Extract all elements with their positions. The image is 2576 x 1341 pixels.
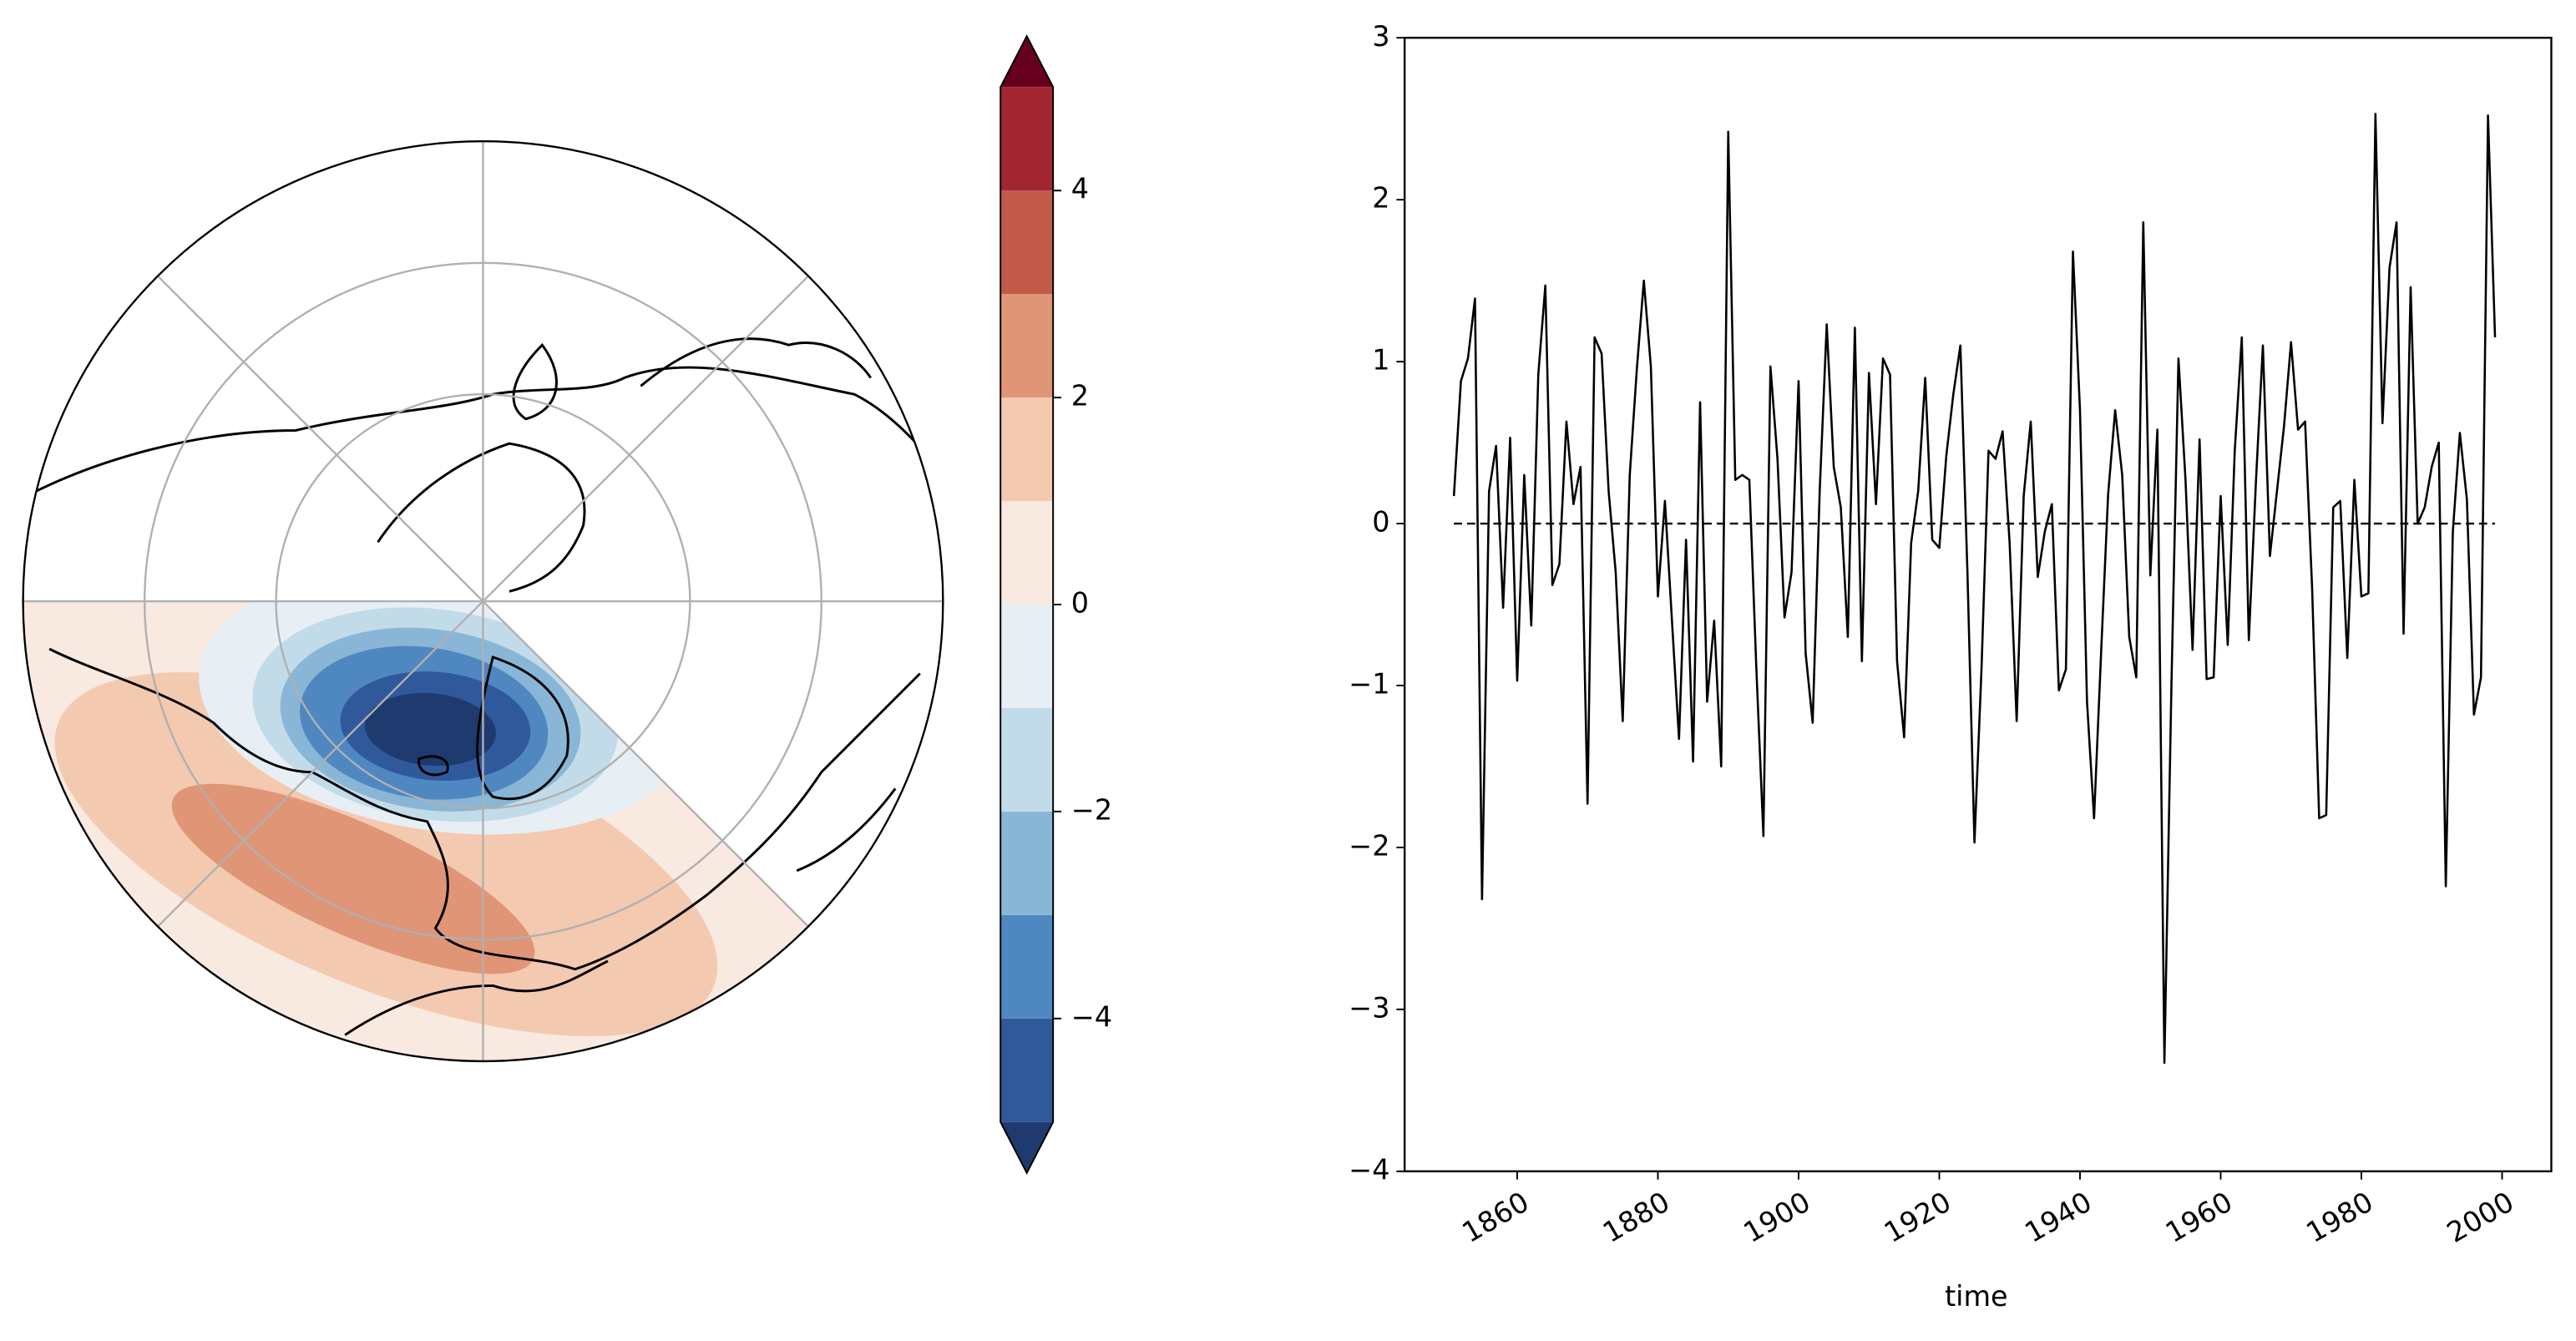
colorbar-bin <box>1000 294 1054 398</box>
x-tick-label: 1940 <box>2019 1186 2097 1249</box>
coastline <box>796 787 897 873</box>
x-tick-label: 2000 <box>2442 1186 2519 1249</box>
coastline <box>512 342 558 421</box>
graticule <box>23 141 944 1061</box>
colorbar-bin <box>1000 501 1054 605</box>
contour-region <box>365 692 496 767</box>
colorbar-tick-label: 4 <box>1071 173 1089 205</box>
y-tick-label: 1 <box>1372 344 1389 377</box>
colorbar-extend-over <box>1000 36 1054 88</box>
colorbar-bin <box>1000 1018 1054 1122</box>
y-tick-label: −2 <box>1349 829 1389 862</box>
coastline <box>418 755 449 777</box>
plot-frame <box>1404 37 2553 1172</box>
coastline <box>344 959 609 1036</box>
coastline <box>476 655 569 801</box>
colorbar-tick-label: 2 <box>1071 380 1089 412</box>
coastline <box>48 647 921 971</box>
y-tick-label: −4 <box>1349 1153 1389 1186</box>
x-tick-label: 1980 <box>2300 1186 2378 1249</box>
colorbar-tick-label: −4 <box>1071 1000 1112 1033</box>
colorbar-bin <box>1000 914 1054 1019</box>
x-tick-label: 1900 <box>1738 1186 1815 1249</box>
y-tick-label: 3 <box>1372 20 1389 53</box>
colorbar-bin <box>1000 605 1054 708</box>
x-axis-label: time <box>1945 1280 2008 1313</box>
colorbar-bin <box>1000 190 1054 295</box>
y-tick-label: 2 <box>1372 182 1389 215</box>
colorbar: −4 −2 0 2 4 <box>1000 34 1112 1175</box>
coastlines <box>32 337 944 1036</box>
contour-fields <box>23 601 809 1061</box>
y-tick-label: 0 <box>1372 506 1389 539</box>
x-tick-label: 1920 <box>1879 1186 1956 1249</box>
series-line <box>1452 113 2497 1065</box>
contour-region <box>171 783 535 974</box>
colorbar-bin <box>1000 397 1054 502</box>
colorbar-bin <box>1000 707 1054 812</box>
meridian <box>157 275 809 928</box>
map-frame <box>22 140 944 1063</box>
colorbar-tick-label: 0 <box>1071 587 1089 620</box>
x-tick-label: 1960 <box>2160 1186 2238 1249</box>
colorbar-tick-label: −2 <box>1071 793 1112 826</box>
x-tick-label: 1860 <box>1456 1186 1534 1249</box>
coastline <box>640 337 873 387</box>
colorbar-extend-under <box>1000 1121 1054 1173</box>
colorbar-bin <box>1000 87 1054 191</box>
x-tick-label: 1880 <box>1597 1186 1675 1249</box>
coastline <box>32 366 944 494</box>
map <box>22 140 944 1063</box>
line-chart: time −4 −3 −2 −1 0 1 2 3 1860 1880 1900 1920 1940 196… <box>1349 20 2553 1313</box>
colorbar-bin <box>1000 811 1054 915</box>
y-tick-label: −1 <box>1349 667 1389 700</box>
y-tick-label: −3 <box>1349 991 1389 1024</box>
colorbar-outline <box>1000 34 1055 1175</box>
coastline <box>377 442 586 593</box>
